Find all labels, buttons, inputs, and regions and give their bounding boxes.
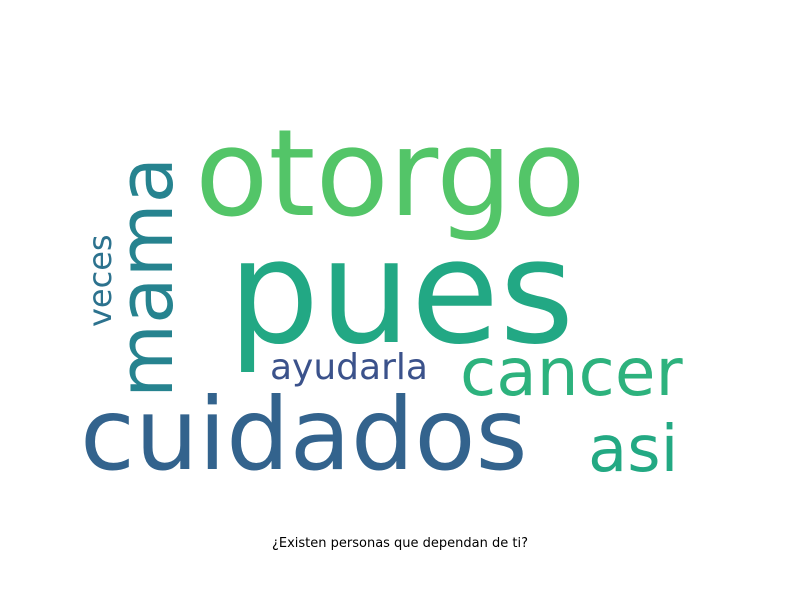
word-mama: mama <box>101 156 190 398</box>
word-asi: asi <box>588 413 679 487</box>
word-otorgo: otorgo <box>195 105 586 244</box>
word-veces: veces <box>81 234 119 327</box>
word-cuidados: cuidados <box>80 376 528 493</box>
word-pues: pues <box>228 208 575 376</box>
word-ayudarla: ayudarla <box>270 347 428 388</box>
word-cancer: cancer <box>460 334 683 411</box>
caption: ¿Existen personas que dependan de ti? <box>271 536 529 551</box>
